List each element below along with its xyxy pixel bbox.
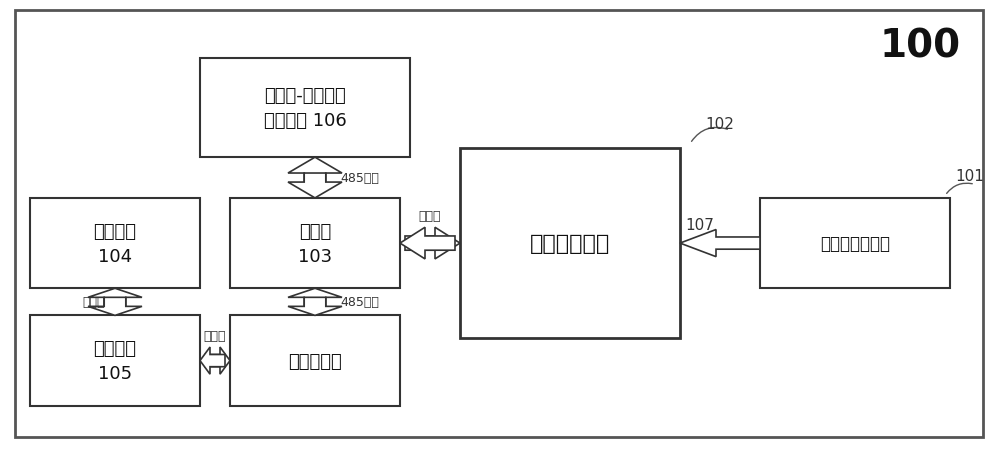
Text: 以太网: 以太网	[204, 330, 226, 342]
Polygon shape	[288, 298, 342, 316]
Polygon shape	[205, 347, 230, 374]
Text: 107: 107	[685, 218, 714, 233]
Bar	[230, 316, 400, 406]
Text: 控制器
103: 控制器 103	[298, 222, 332, 265]
Text: 矩阵式取样探头: 矩阵式取样探头	[820, 235, 890, 253]
Text: 取样分配单元: 取样分配单元	[530, 234, 610, 253]
Bar	[30, 198, 200, 289]
Text: 硬接线: 硬接线	[419, 210, 441, 223]
Bar	[200, 59, 410, 158]
Text: 控制中心
105: 控制中心 105	[94, 339, 136, 382]
Text: 喷氮装置
104: 喷氮装置 104	[94, 222, 136, 265]
Bar	[760, 198, 950, 289]
FancyArrowPatch shape	[947, 184, 972, 194]
Text: 102: 102	[705, 116, 734, 132]
Text: 硬接线: 硬接线	[83, 296, 105, 308]
Text: 485通讯: 485通讯	[340, 296, 379, 308]
Text: 100: 100	[880, 27, 961, 65]
Text: 大数据-人工智能
控制模块 106: 大数据-人工智能 控制模块 106	[264, 87, 346, 130]
Polygon shape	[400, 228, 455, 259]
Polygon shape	[88, 289, 142, 307]
Text: 串口服务器: 串口服务器	[288, 352, 342, 370]
Polygon shape	[288, 174, 342, 198]
Polygon shape	[405, 228, 460, 259]
Bar	[30, 316, 200, 406]
Text: 101: 101	[955, 168, 984, 184]
Polygon shape	[680, 230, 760, 257]
Polygon shape	[288, 158, 342, 183]
Polygon shape	[200, 347, 225, 374]
FancyArrowPatch shape	[692, 128, 727, 142]
Text: 485通讯: 485通讯	[340, 172, 379, 184]
Bar	[460, 149, 680, 338]
Polygon shape	[88, 298, 142, 316]
Polygon shape	[288, 289, 342, 307]
Bar	[230, 198, 400, 289]
